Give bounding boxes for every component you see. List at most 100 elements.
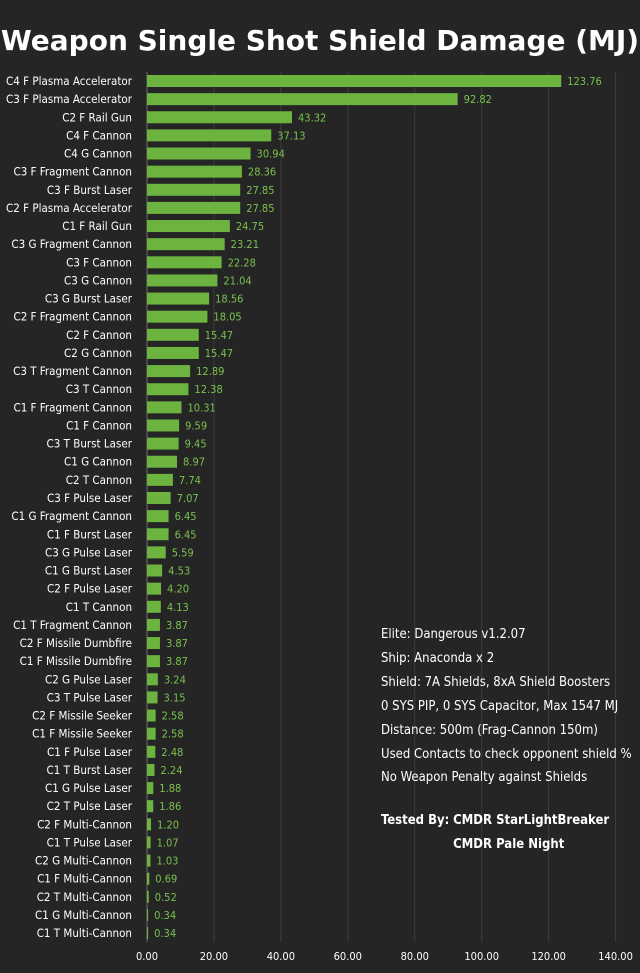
- category-label: C3 F Fragment Cannon: [13, 165, 132, 179]
- value-label: 1.20: [157, 818, 179, 831]
- value-label: 24.75: [236, 220, 264, 233]
- value-label: 6.45: [175, 528, 197, 541]
- category-label: C3 G Pulse Laser: [45, 545, 133, 559]
- value-label: 22.28: [228, 256, 256, 269]
- x-tick-label: 120.00: [531, 950, 566, 963]
- x-tick-label: 80.00: [401, 950, 429, 963]
- bar: [147, 310, 208, 323]
- category-label: C2 F Missile Seeker: [32, 709, 133, 723]
- category-label: C2 F Pulse Laser: [47, 582, 133, 596]
- bar: [147, 147, 251, 160]
- bar: [147, 872, 150, 885]
- bar: [147, 818, 152, 831]
- value-label: 6.45: [175, 510, 197, 523]
- test-notes: Elite: Dangerous v1.2.07 Ship: Anaconda …: [381, 623, 632, 790]
- category-label: C2 G Cannon: [64, 346, 132, 360]
- value-label: 28.36: [248, 166, 276, 179]
- value-label: 1.88: [159, 782, 181, 795]
- bar: [147, 473, 173, 486]
- value-labels: 123.76 92.82 43.32 37.13 30.94 28.36 27.85 27.8…: [154, 75, 602, 940]
- value-label: 1.03: [156, 855, 178, 868]
- value-label: 0.69: [155, 873, 177, 886]
- value-label: 1.07: [157, 836, 179, 849]
- bar: [147, 165, 242, 178]
- category-label: C2 T Multi-Cannon: [37, 890, 132, 904]
- category-label: C2 F Cannon: [66, 328, 132, 342]
- value-label: 18.56: [215, 293, 243, 306]
- bar: [147, 346, 199, 359]
- value-label: 123.76: [567, 75, 602, 88]
- value-label: 21.04: [223, 274, 251, 287]
- category-label: C2 T Pulse Laser: [47, 799, 133, 813]
- x-tick-label: 140.00: [598, 950, 633, 963]
- bar: [147, 655, 160, 668]
- value-label: 27.85: [246, 202, 274, 215]
- bar: [147, 510, 169, 523]
- category-label: C1 F Fragment Cannon: [13, 400, 132, 414]
- bar: [147, 75, 562, 87]
- value-label: 8.97: [183, 456, 205, 469]
- value-label: 7.74: [179, 474, 201, 487]
- bar: [147, 238, 225, 251]
- bar: [147, 691, 158, 704]
- category-label: C2 G Multi-Cannon: [35, 854, 132, 868]
- value-label: 12.89: [196, 365, 224, 378]
- category-label: C2 T Cannon: [66, 473, 132, 487]
- category-label: C3 G Cannon: [64, 273, 132, 287]
- tested-by: Tested By: CMDR StarLightBreaker CMDR Pa…: [381, 809, 609, 857]
- category-label: C1 G Cannon: [64, 455, 132, 469]
- note-penalty: No Weapon Penalty against Shields: [381, 770, 588, 786]
- value-label: 30.94: [257, 148, 285, 161]
- value-label: 3.24: [164, 673, 186, 686]
- category-label: C3 T Cannon: [66, 382, 132, 396]
- value-label: 1.86: [159, 800, 181, 813]
- value-label: 7.07: [177, 492, 199, 505]
- bar: [147, 564, 163, 577]
- category-label: C1 T Fragment Cannon: [13, 618, 132, 632]
- note-contacts: Used Contacts to check opponent shield %: [381, 746, 632, 762]
- bar: [147, 890, 149, 903]
- value-label: 15.47: [205, 347, 233, 360]
- category-label: C3 F Pulse Laser: [47, 491, 133, 505]
- category-label: C1 G Burst Laser: [45, 564, 133, 578]
- category-label: C4 F Cannon: [66, 128, 132, 142]
- x-tick-label: 40.00: [267, 950, 295, 963]
- x-tick-label: 0.00: [136, 950, 158, 963]
- note-capacitor: 0 SYS PIP, 0 SYS Capacitor, Max 1547 MJ: [381, 698, 619, 714]
- category-labels: C4 F Plasma Accelerator C3 F Plasma Accel…: [6, 74, 133, 940]
- category-label: C2 F Plasma Accelerator: [6, 201, 133, 215]
- value-label: 0.34: [154, 909, 176, 922]
- value-label: 3.15: [164, 691, 186, 704]
- x-axis-ticks: 0.00 20.00 40.00 60.00 80.00 100.00 120.00 140.…: [136, 950, 633, 963]
- bar: [147, 618, 160, 631]
- category-label: C1 T Cannon: [66, 600, 132, 614]
- bar: [147, 927, 149, 940]
- bar: [147, 637, 160, 650]
- bar: [147, 908, 149, 921]
- bar: [147, 328, 199, 341]
- value-label: 3.87: [166, 637, 188, 650]
- x-tick-label: 100.00: [464, 950, 499, 963]
- bar: [147, 546, 166, 559]
- bar: [147, 491, 171, 504]
- category-label: C2 F Fragment Cannon: [13, 310, 132, 324]
- category-label: C1 F Pulse Laser: [47, 745, 133, 759]
- value-label: 2.58: [162, 728, 184, 741]
- category-label: C1 T Pulse Laser: [47, 835, 133, 849]
- category-label: C1 F Burst Laser: [47, 527, 133, 541]
- value-label: 0.34: [154, 927, 176, 940]
- value-label: 9.45: [185, 438, 207, 451]
- value-label: 4.53: [168, 565, 190, 578]
- bar: [147, 183, 241, 196]
- bar: [147, 256, 222, 269]
- category-label: C1 F Rail Gun: [62, 219, 132, 233]
- value-label: 43.32: [298, 111, 326, 124]
- note-shield: Shield: 7A Shields, 8xA Shield Boosters: [381, 674, 611, 690]
- bar: [147, 401, 182, 414]
- value-label: 27.85: [246, 184, 274, 197]
- tester-name-1: CMDR StarLightBreaker: [453, 813, 610, 828]
- bar: [147, 455, 178, 468]
- note-game-version: Elite: Dangerous v1.2.07: [381, 627, 526, 642]
- category-label: C4 G Cannon: [64, 147, 132, 161]
